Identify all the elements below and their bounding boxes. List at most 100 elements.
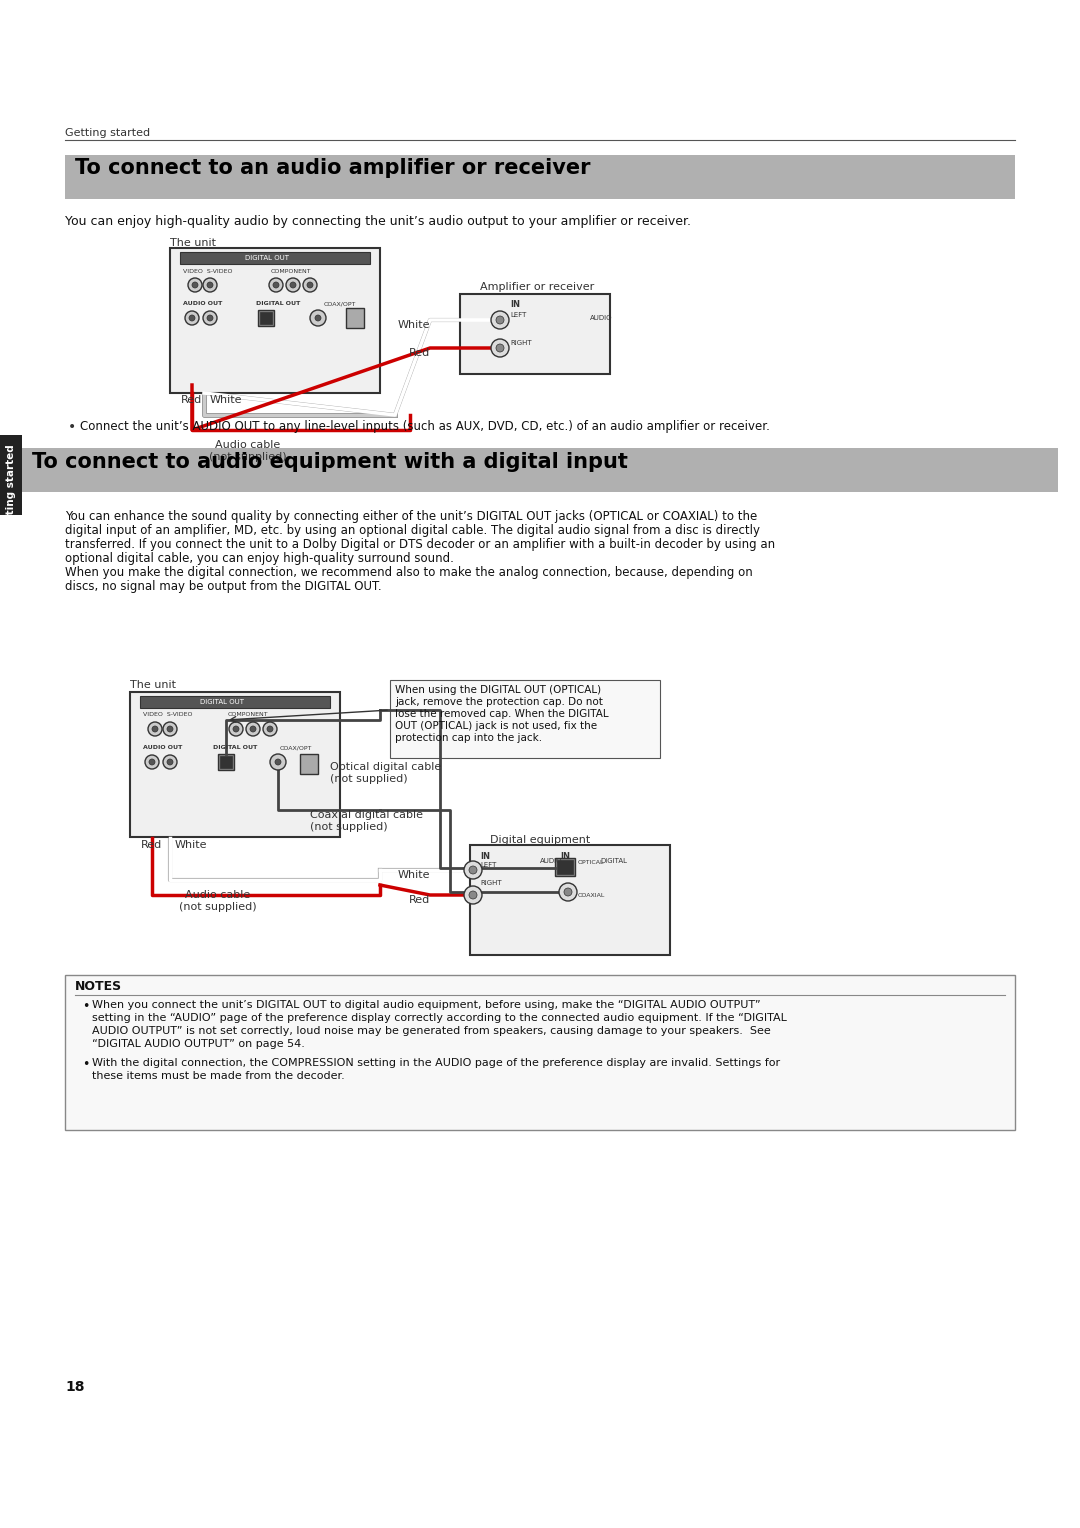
Text: COAX/OPT: COAX/OPT (324, 301, 356, 306)
Text: COAX/OPT: COAX/OPT (280, 746, 312, 750)
Text: Optical digital cable: Optical digital cable (330, 762, 442, 772)
Text: COAXIAL: COAXIAL (578, 892, 606, 898)
Bar (270, 267, 350, 277)
Text: jack, remove the protection cap. Do not: jack, remove the protection cap. Do not (395, 697, 603, 707)
Bar (183, 299, 252, 309)
Text: OPTICAL: OPTICAL (578, 860, 605, 865)
Text: When you make the digital connection, we recommend also to make the analog conne: When you make the digital connection, we… (65, 565, 753, 579)
Circle shape (267, 726, 273, 732)
Text: White: White (210, 396, 243, 405)
Text: NOTES: NOTES (75, 979, 122, 993)
Bar (555, 859, 575, 876)
Text: IN: IN (480, 853, 490, 860)
Bar (0, 435, 22, 515)
Text: The unit: The unit (170, 238, 216, 248)
Text: (not supplied): (not supplied) (310, 822, 388, 833)
Circle shape (233, 726, 239, 732)
Bar (557, 860, 573, 874)
Circle shape (246, 723, 260, 736)
Circle shape (291, 283, 296, 287)
Text: Coaxial digital cable: Coaxial digital cable (310, 810, 423, 821)
Text: digital input of an amplifier, MD, etc. by using an optional digital cable. The : digital input of an amplifier, MD, etc. … (65, 524, 760, 536)
Text: You can enhance the sound quality by connecting either of the unit’s DIGITAL OUT: You can enhance the sound quality by con… (65, 510, 757, 523)
Circle shape (310, 310, 326, 325)
Circle shape (496, 344, 504, 351)
Text: AUDIO: AUDIO (540, 859, 563, 863)
Text: •: • (68, 420, 77, 434)
Text: DIGITAL: DIGITAL (600, 859, 627, 863)
Bar (140, 695, 330, 707)
Text: To connect to audio equipment with a digital input: To connect to audio equipment with a dig… (32, 452, 627, 472)
Text: AUDIO: AUDIO (590, 315, 612, 321)
Circle shape (464, 860, 482, 879)
Circle shape (275, 759, 281, 766)
Text: White: White (175, 840, 207, 850)
Bar (323, 299, 363, 309)
Circle shape (491, 312, 509, 329)
Text: IN: IN (510, 299, 519, 309)
Text: AUDIO OUT: AUDIO OUT (143, 746, 183, 750)
Text: LEFT: LEFT (510, 312, 526, 318)
Bar (300, 753, 318, 775)
Circle shape (307, 283, 313, 287)
Bar (258, 310, 274, 325)
Text: AUDIO OUT: AUDIO OUT (183, 301, 222, 306)
Text: When you connect the unit’s DIGITAL OUT to digital audio equipment, before using: When you connect the unit’s DIGITAL OUT … (92, 999, 760, 1010)
Text: RIGHT: RIGHT (480, 880, 501, 886)
Text: Amplifier or receiver: Amplifier or receiver (480, 283, 594, 292)
Bar (218, 753, 234, 770)
Circle shape (264, 723, 276, 736)
Circle shape (163, 723, 177, 736)
Text: White: White (397, 319, 430, 330)
Circle shape (464, 886, 482, 905)
Text: To connect to an audio amplifier or receiver: To connect to an audio amplifier or rece… (75, 157, 591, 177)
Text: 18: 18 (65, 1380, 84, 1394)
Bar (470, 845, 670, 955)
Circle shape (203, 312, 217, 325)
Bar (220, 756, 232, 769)
Bar (65, 975, 1015, 1131)
Bar (183, 267, 262, 277)
Text: OUT (OPTICAL) jack is not used, fix the: OUT (OPTICAL) jack is not used, fix the (395, 721, 597, 730)
Bar (65, 154, 1015, 199)
Text: discs, no signal may be output from the DIGITAL OUT.: discs, no signal may be output from the … (65, 581, 381, 593)
Circle shape (286, 278, 300, 292)
Bar (260, 312, 272, 324)
Bar (22, 448, 1058, 492)
Text: VIDEO  S-VIDEO: VIDEO S-VIDEO (183, 269, 232, 274)
Circle shape (207, 315, 213, 321)
Circle shape (273, 283, 279, 287)
Circle shape (469, 891, 477, 898)
Text: With the digital connection, the COMPRESSION setting in the AUDIO page of the pr: With the digital connection, the COMPRES… (92, 1057, 780, 1068)
Circle shape (207, 283, 213, 287)
Circle shape (564, 888, 572, 895)
Text: Red: Red (408, 895, 430, 905)
Circle shape (315, 315, 321, 321)
Text: (not supplied): (not supplied) (179, 902, 257, 912)
Text: •: • (82, 1057, 90, 1071)
Text: transferred. If you connect the unit to a Dolby Digital or DTS decoder or an amp: transferred. If you connect the unit to … (65, 538, 775, 552)
Text: COMPONENT: COMPONENT (228, 712, 269, 717)
Circle shape (192, 283, 198, 287)
Circle shape (559, 883, 577, 902)
Text: (not supplied): (not supplied) (330, 775, 407, 784)
Text: optional digital cable, you can enjoy high-quality surround sound.: optional digital cable, you can enjoy hi… (65, 552, 454, 565)
Circle shape (149, 759, 156, 766)
Circle shape (148, 723, 162, 736)
Circle shape (270, 753, 286, 770)
Text: Digital equipment: Digital equipment (490, 834, 591, 845)
Circle shape (145, 755, 159, 769)
Bar (460, 293, 610, 374)
Text: LEFT: LEFT (480, 862, 497, 868)
Text: Red: Red (141, 840, 163, 850)
Circle shape (163, 755, 177, 769)
Text: DIGITAL OUT: DIGITAL OUT (213, 746, 257, 750)
Text: You can enjoy high-quality audio by connecting the unit’s audio output to your a: You can enjoy high-quality audio by conn… (65, 215, 691, 228)
Bar (346, 309, 364, 329)
Text: protection cap into the jack.: protection cap into the jack. (395, 733, 542, 743)
Text: these items must be made from the decoder.: these items must be made from the decode… (92, 1071, 345, 1080)
Circle shape (152, 726, 158, 732)
Text: “DIGITAL AUDIO OUTPUT” on page 54.: “DIGITAL AUDIO OUTPUT” on page 54. (92, 1039, 305, 1050)
Text: Audio cable: Audio cable (215, 440, 281, 451)
Text: setting in the “AUDIO” page of the preference display correctly according to the: setting in the “AUDIO” page of the prefe… (92, 1013, 787, 1024)
